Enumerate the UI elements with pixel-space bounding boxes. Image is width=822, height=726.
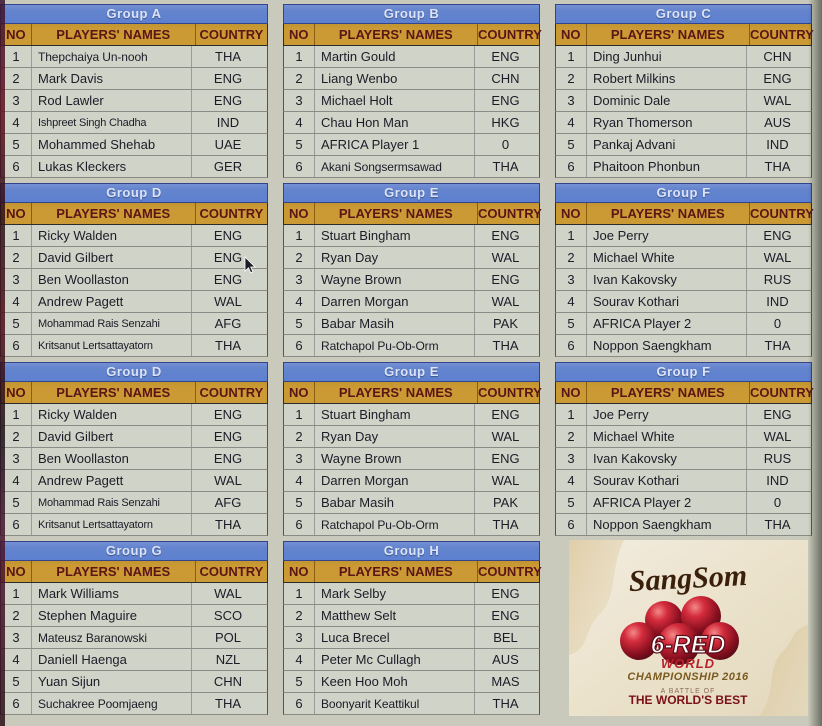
svg-text:WORLD: WORLD — [661, 656, 715, 671]
svg-text:CHAMPIONSHIP 2016: CHAMPIONSHIP 2016 — [627, 671, 749, 683]
svg-text:SangSom: SangSom — [628, 559, 748, 598]
svg-text:THE WORLD'S BEST: THE WORLD'S BEST — [629, 693, 749, 707]
svg-text:6-RED: 6-RED — [650, 631, 725, 659]
